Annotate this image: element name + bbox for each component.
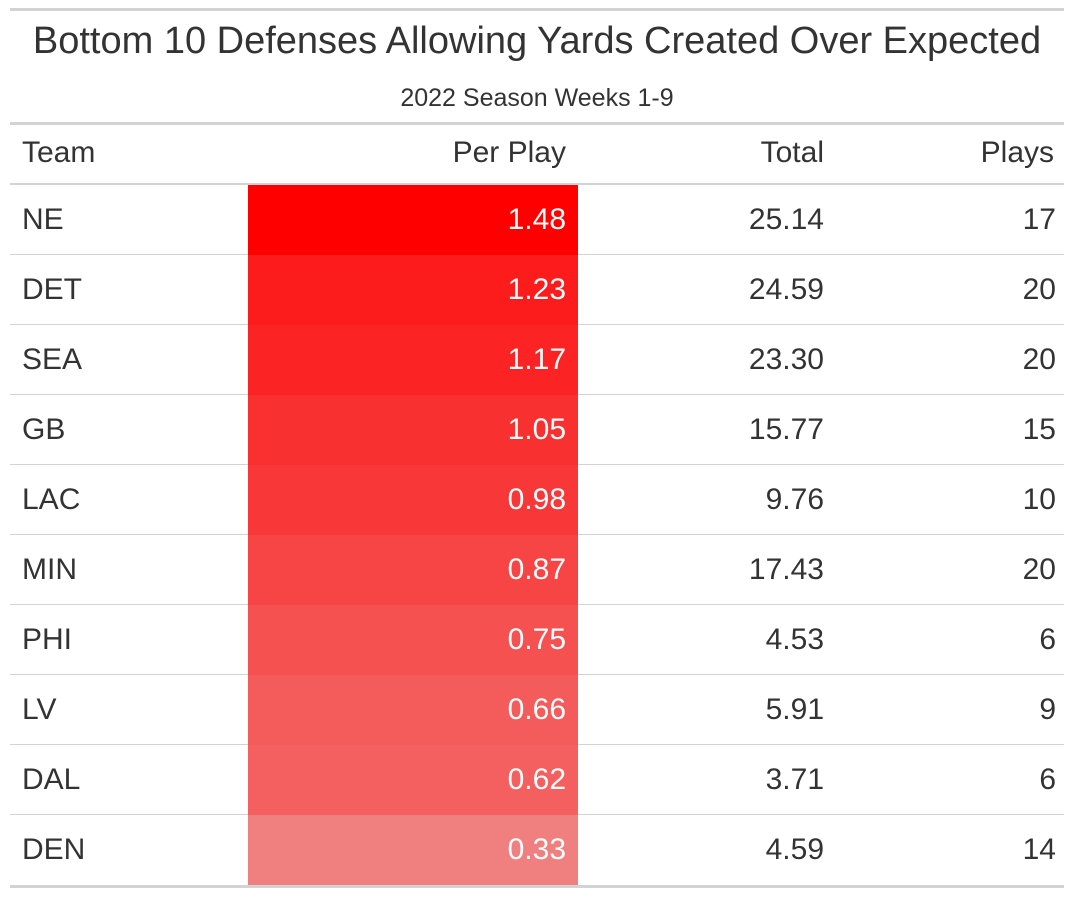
top-rule: [10, 8, 1064, 11]
total-cell: 3.71: [765, 763, 824, 796]
total-cell: 4.53: [765, 623, 824, 656]
plays-cell: 20: [1022, 553, 1056, 586]
team-cell: DAL: [22, 763, 81, 796]
bottom-rule: [10, 885, 1064, 888]
column-header-total: Total: [760, 136, 824, 169]
team-cell: LAC: [22, 483, 81, 516]
per-play-cell: 1.17: [248, 325, 578, 395]
per-play-cell: 0.33: [248, 815, 578, 885]
column-header-rule: [10, 183, 1064, 185]
team-cell: DET: [22, 273, 82, 306]
team-cell: SEA: [22, 343, 83, 376]
plays-cell: 10: [1022, 483, 1056, 516]
table-body: NE 1.48 25.14 17 DET 1.23 24.59 20 SEA 1.17 23.30 2…: [10, 185, 1064, 885]
total-cell: 24.59: [748, 273, 824, 306]
chart-title: Bottom 10 Defenses Allowing Yards Create…: [32, 20, 1042, 62]
team-cell: PHI: [22, 623, 73, 656]
table-row: DAL 0.62 3.71 6: [10, 745, 1064, 815]
table-row: LAC 0.98 9.76 10: [10, 465, 1064, 535]
header-rule: [10, 122, 1064, 125]
team-cell: NE: [22, 203, 64, 236]
table-row: GB 1.05 15.77 15: [10, 395, 1064, 465]
team-cell: DEN: [22, 833, 86, 866]
plays-cell: 20: [1022, 343, 1056, 376]
plays-cell: 6: [1039, 763, 1056, 796]
table-row: NE 1.48 25.14 17: [10, 185, 1064, 255]
column-header-per-play: Per Play: [452, 136, 566, 169]
total-cell: 23.30: [748, 343, 824, 376]
plays-cell: 9: [1039, 693, 1056, 726]
per-play-cell: 0.87: [248, 535, 578, 605]
plays-cell: 17: [1022, 203, 1056, 236]
table-row: LV 0.66 5.91 9: [10, 675, 1064, 745]
per-play-cell: 0.98: [248, 465, 578, 535]
total-cell: 4.59: [765, 833, 824, 866]
total-cell: 9.76: [765, 483, 824, 516]
team-cell: MIN: [22, 553, 77, 586]
chart-subtitle: 2022 Season Weeks 1-9: [400, 84, 674, 112]
per-play-cell: 1.05: [248, 395, 578, 465]
per-play-cell: 0.66: [248, 675, 578, 745]
table-row: DET 1.23 24.59 20: [10, 255, 1064, 325]
table-row: MIN 0.87 17.43 20: [10, 535, 1064, 605]
per-play-cell: 1.23: [248, 255, 578, 325]
total-cell: 5.91: [765, 693, 824, 726]
per-play-cell: 1.48: [248, 185, 578, 255]
total-cell: 15.77: [748, 413, 824, 446]
plays-cell: 14: [1022, 833, 1056, 866]
team-cell: GB: [22, 413, 66, 446]
per-play-cell: 0.75: [248, 605, 578, 675]
table-row: SEA 1.17 23.30 20: [10, 325, 1064, 395]
total-cell: 25.14: [748, 203, 824, 236]
plays-cell: 15: [1022, 413, 1056, 446]
total-cell: 17.43: [748, 553, 824, 586]
column-header-team: Team: [22, 136, 96, 169]
team-cell: LV: [22, 693, 57, 726]
plays-cell: 20: [1022, 273, 1056, 306]
table-row: PHI 0.75 4.53 6: [10, 605, 1064, 675]
table-row: DEN 0.33 4.59 14: [10, 815, 1064, 885]
column-header-plays: Plays: [980, 136, 1054, 169]
plays-cell: 6: [1039, 623, 1056, 656]
per-play-cell: 0.62: [248, 745, 578, 815]
